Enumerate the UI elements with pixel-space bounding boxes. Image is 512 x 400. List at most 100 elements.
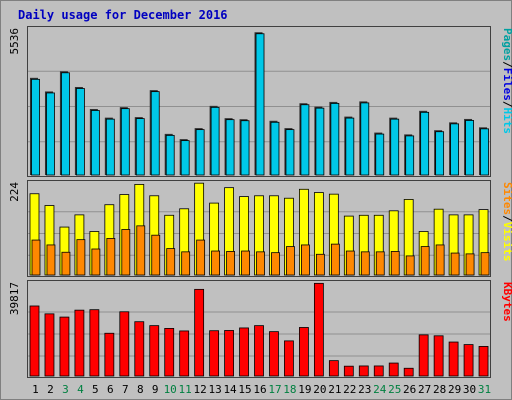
kbytes-bar bbox=[388, 362, 399, 377]
sites-bar bbox=[405, 255, 415, 276]
hits-bar bbox=[300, 104, 310, 176]
sites-bar bbox=[46, 244, 56, 276]
x-tick-label: 13 bbox=[208, 383, 221, 396]
sites-bar bbox=[31, 239, 41, 276]
panel-kbytes-legend: KBytes bbox=[501, 282, 512, 322]
x-tick-label: 28 bbox=[433, 383, 446, 396]
hits-bar bbox=[285, 129, 295, 176]
x-tick-label: 26 bbox=[403, 383, 416, 396]
hits-bar bbox=[315, 107, 325, 176]
x-tick-label: 5 bbox=[92, 383, 99, 396]
kbytes-bar bbox=[149, 325, 160, 377]
kbytes-bar bbox=[224, 330, 234, 377]
legend-visits: Visits bbox=[501, 222, 512, 262]
hits-bar bbox=[390, 118, 400, 176]
legend-kbytes: KBytes bbox=[501, 282, 512, 322]
sites-bar bbox=[121, 229, 131, 276]
hits-bar bbox=[31, 78, 40, 176]
legend-sites: Sites bbox=[501, 182, 512, 215]
hits-bar bbox=[465, 120, 474, 176]
panel-hits-max-label: 5536 bbox=[8, 28, 21, 55]
legend-separator: / bbox=[501, 215, 512, 222]
hits-bar bbox=[150, 91, 160, 176]
x-tick-label: 11 bbox=[179, 383, 192, 396]
sites-bar bbox=[330, 243, 340, 276]
x-axis-labels: 1 2 3 4 5 6 7 8 9 10 11 12 13 14 15 16 17 18 19 20 21 22 23 24 2… bbox=[32, 383, 491, 396]
kbytes-bar bbox=[313, 282, 324, 377]
hits-bar bbox=[405, 135, 415, 176]
x-tick-label: 8 bbox=[137, 383, 144, 396]
kbytes-bar bbox=[269, 331, 279, 377]
sites-bar bbox=[450, 252, 460, 276]
sites-bar bbox=[345, 250, 355, 276]
hits-bar bbox=[480, 128, 489, 176]
x-tick-label: 22 bbox=[343, 383, 356, 396]
sites-bar bbox=[181, 251, 191, 276]
x-tick-label: 18 bbox=[283, 383, 296, 396]
kbytes-bar bbox=[134, 321, 145, 377]
kbytes-bar bbox=[299, 327, 309, 377]
x-tick-label: 17 bbox=[268, 383, 281, 396]
legend-files: Files bbox=[501, 68, 512, 101]
x-tick-label: 19 bbox=[298, 383, 311, 396]
kbytes-bar bbox=[418, 334, 429, 377]
sites-bar bbox=[151, 234, 161, 276]
x-tick-label: 30 bbox=[463, 383, 476, 396]
hits-bar bbox=[105, 118, 115, 176]
x-tick-label: 31 bbox=[478, 383, 491, 396]
kbytes-bar bbox=[119, 311, 130, 377]
kbytes-bar bbox=[478, 346, 489, 377]
x-tick-label: 25 bbox=[388, 383, 401, 396]
hits-bar bbox=[240, 120, 250, 176]
kbytes-bar bbox=[104, 332, 115, 377]
hits-bar bbox=[435, 131, 445, 176]
kbytes-bar bbox=[29, 305, 40, 377]
panel-hits: 5536 Pages/Files/Hits bbox=[8, 26, 512, 177]
kbytes-bar bbox=[209, 330, 220, 377]
panel-hits-legend: Pages/Files/Hits bbox=[501, 28, 512, 134]
panel-visits-legend: Sites/Visits bbox=[501, 182, 512, 262]
x-tick-label: 1 bbox=[32, 383, 39, 396]
kbytes-bar bbox=[343, 365, 354, 377]
sites-bar bbox=[360, 251, 370, 276]
panel-visits: 224 Sites/Visits bbox=[8, 180, 512, 277]
legend-separator: / bbox=[501, 101, 512, 108]
sites-bar bbox=[420, 246, 430, 276]
panel-hits-frame bbox=[27, 26, 491, 177]
kbytes-bar bbox=[89, 309, 100, 377]
kbytes-bar bbox=[328, 360, 339, 377]
x-tick-label: 12 bbox=[194, 383, 207, 396]
hits-bar bbox=[61, 72, 70, 176]
hits-bar bbox=[420, 111, 430, 176]
hits-bar bbox=[120, 108, 130, 176]
hits-bar bbox=[135, 118, 145, 176]
sites-bar bbox=[61, 251, 71, 276]
kbytes-bar bbox=[403, 367, 414, 377]
x-tick-label: 9 bbox=[152, 383, 159, 396]
hits-bar bbox=[345, 117, 355, 176]
hits-bar bbox=[255, 33, 265, 176]
kbytes-bar bbox=[164, 328, 175, 377]
x-tick-label: 24 bbox=[373, 383, 387, 396]
panel-kbytes-max-label: 39817 bbox=[8, 282, 21, 315]
hits-bar bbox=[165, 134, 175, 176]
sites-bar bbox=[301, 244, 310, 276]
hits-bar bbox=[330, 103, 340, 176]
x-tick-label: 29 bbox=[448, 383, 461, 396]
sites-bar bbox=[375, 251, 385, 276]
sites-bar bbox=[480, 252, 490, 276]
legend-separator: / bbox=[501, 61, 512, 68]
kbytes-bar bbox=[358, 365, 369, 377]
sites-bar bbox=[106, 238, 116, 276]
panel-visits-max-label: 224 bbox=[8, 182, 21, 202]
sites-bar bbox=[435, 244, 445, 276]
panel-kbytes-frame bbox=[27, 280, 491, 378]
sites-bar bbox=[271, 252, 280, 276]
chart-panels: 5536Pages/Files/Hits224Sites/Visits39817… bbox=[8, 26, 512, 378]
x-tick-label: 20 bbox=[313, 383, 326, 396]
panel-kbytes: 39817 KBytes bbox=[8, 280, 512, 378]
kbytes-bar bbox=[448, 341, 459, 377]
x-tick-label: 16 bbox=[253, 383, 266, 396]
sites-bar bbox=[241, 250, 250, 276]
